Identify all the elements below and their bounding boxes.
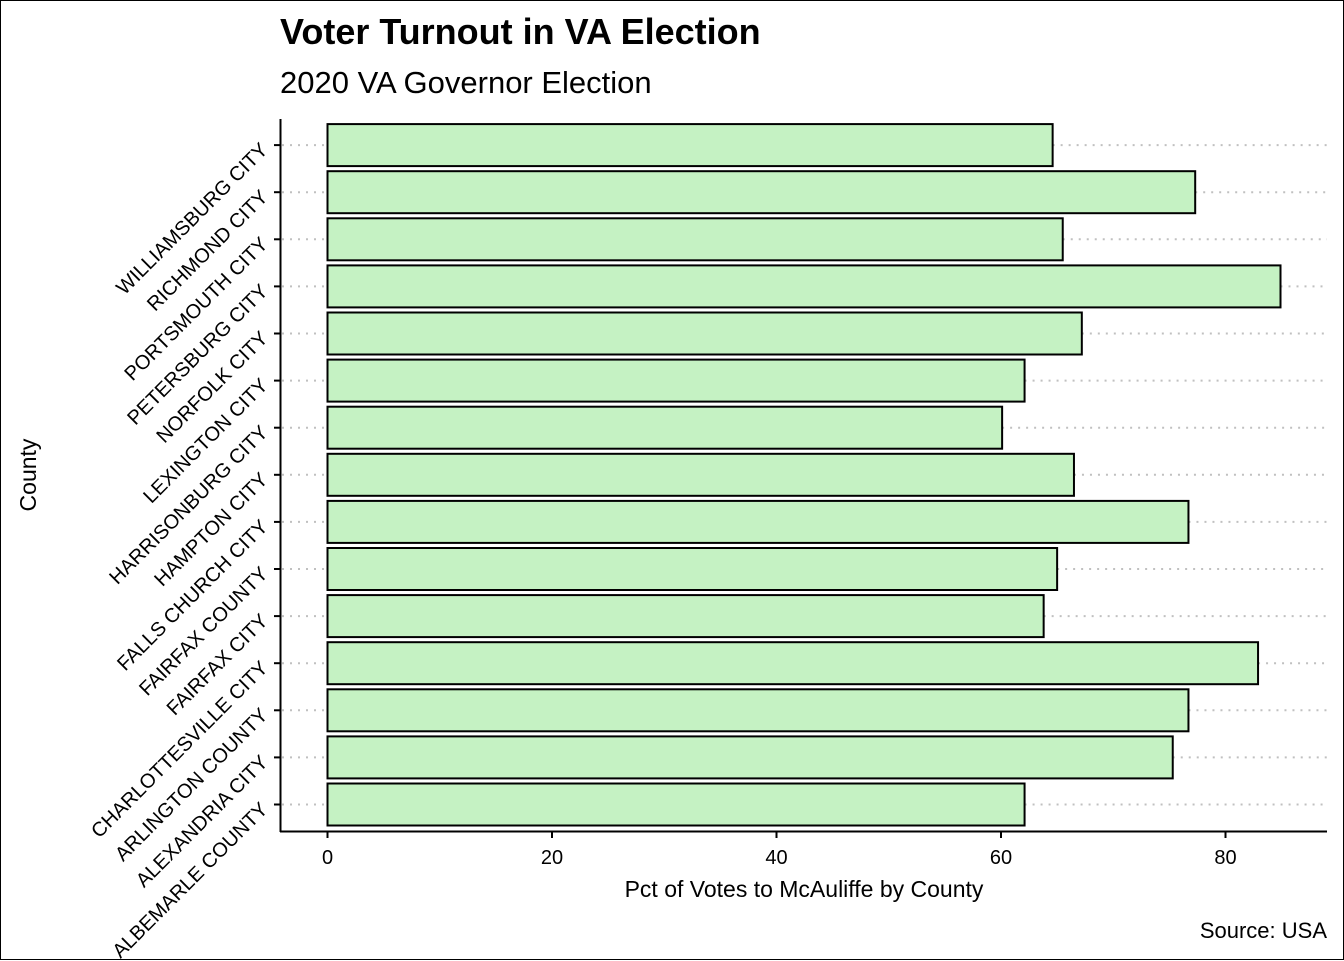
x-axis-title: Pct of Votes to McAuliffe by County <box>625 876 984 902</box>
x-tick-label: 40 <box>765 847 787 869</box>
bar <box>326 688 1190 733</box>
bars <box>326 123 1282 827</box>
bar <box>326 594 1045 639</box>
bar <box>326 264 1282 309</box>
bar <box>326 217 1064 262</box>
bar <box>326 499 1190 544</box>
bar <box>326 547 1059 591</box>
x-tick-label: 60 <box>990 847 1012 869</box>
bar <box>326 735 1174 780</box>
bar <box>326 311 1083 356</box>
bar <box>326 123 1054 168</box>
bar <box>326 170 1197 215</box>
chart-caption: Source: USA <box>1200 918 1327 943</box>
chart-subtitle: 2020 VA Governor Election <box>280 65 652 100</box>
x-tick-label: 80 <box>1214 847 1236 869</box>
x-tick-label: 0 <box>322 847 333 869</box>
bar <box>326 452 1075 497</box>
bar <box>326 641 1260 686</box>
x-tick-label: 20 <box>541 847 563 869</box>
x-axis-ticks: 0 20 40 60 80 <box>322 832 1237 869</box>
y-axis-title: County <box>15 438 41 511</box>
bar <box>326 405 1004 450</box>
chart-title: Voter Turnout in VA Election <box>280 11 761 52</box>
gridlines <box>282 144 1327 806</box>
bar <box>326 358 1026 403</box>
bar <box>326 782 1026 827</box>
